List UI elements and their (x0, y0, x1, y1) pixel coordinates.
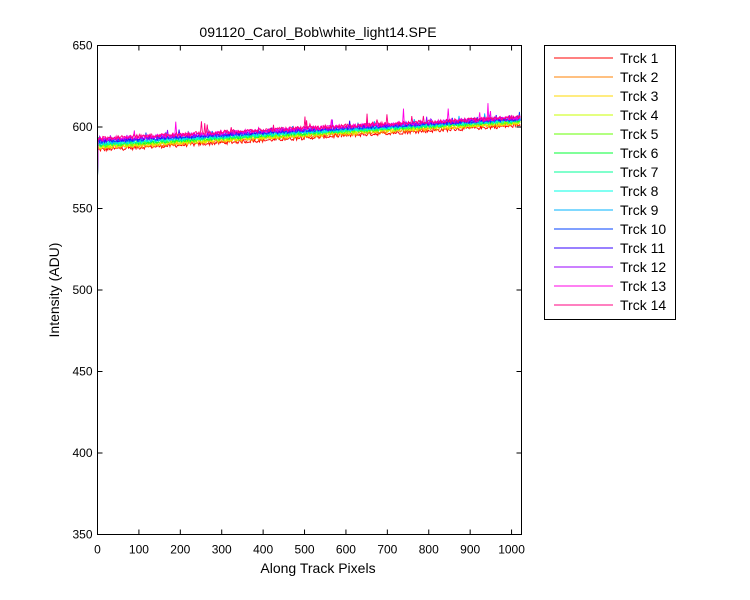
y-axis-title: Intensity (ADU) (46, 243, 62, 338)
x-tick-label: 300 (212, 543, 232, 557)
plot-area (97, 45, 522, 535)
y-tick-label: 500 (72, 283, 92, 297)
y-tick-label: 350 (72, 528, 92, 542)
legend[interactable]: Trck 1 Trck 2 Trck 3 Trck 4 Trck 5 Trck 6 Trck… (544, 45, 676, 320)
legend-label-trck-12: Trck 12 (620, 259, 666, 275)
x-axis-title: Along Track Pixels (260, 560, 375, 576)
y-tick-label: 550 (72, 202, 92, 216)
x-tick-label: 100 (129, 543, 149, 557)
legend-label-trck-3: Trck 3 (620, 88, 659, 104)
series-line-trck-14 (97, 113, 521, 180)
y-tick-label: 650 (72, 39, 92, 53)
legend-label-trck-6: Trck 6 (620, 145, 659, 161)
legend-items: Trck 1 Trck 2 Trck 3 Trck 4 Trck 5 Trck 6 Trck… (554, 50, 666, 313)
legend-label-trck-14: Trck 14 (620, 297, 666, 313)
series-layer (97, 103, 521, 181)
legend-label-trck-5: Trck 5 (620, 126, 659, 142)
legend-label-trck-2: Trck 2 (620, 69, 659, 85)
x-tick-label: 500 (295, 543, 315, 557)
x-tick-label: 700 (377, 543, 397, 557)
legend-label-trck-4: Trck 4 (620, 107, 659, 123)
x-tick-label: 600 (336, 543, 356, 557)
x-tick-label: 1000 (498, 543, 525, 557)
legend-label-trck-8: Trck 8 (620, 183, 659, 199)
y-tick-label: 600 (72, 120, 92, 134)
legend-label-trck-11: Trck 11 (620, 240, 665, 256)
x-tick-label: 900 (460, 543, 480, 557)
chart-title: 091120_Carol_Bob\white_light14.SPE (199, 24, 436, 40)
x-tick-label: 200 (170, 543, 190, 557)
legend-label-trck-1: Trck 1 (620, 50, 659, 66)
tick-layer: 0 100 200 300 400 500 600 700 800 900 1000 350 400 45… (72, 39, 525, 557)
legend-label-trck-13: Trck 13 (620, 278, 666, 294)
y-tick-label: 450 (72, 365, 92, 379)
series-line-trck-6 (97, 117, 521, 181)
x-tick-label: 400 (253, 543, 273, 557)
legend-box (544, 45, 676, 320)
legend-label-trck-7: Trck 7 (620, 164, 659, 180)
legend-label-trck-9: Trck 9 (620, 202, 659, 218)
y-tick-label: 400 (72, 446, 92, 460)
legend-label-trck-10: Trck 10 (620, 221, 666, 237)
x-tick-label: 0 (94, 543, 101, 557)
series-line-trck-1 (97, 120, 521, 176)
x-tick-label: 800 (419, 543, 439, 557)
